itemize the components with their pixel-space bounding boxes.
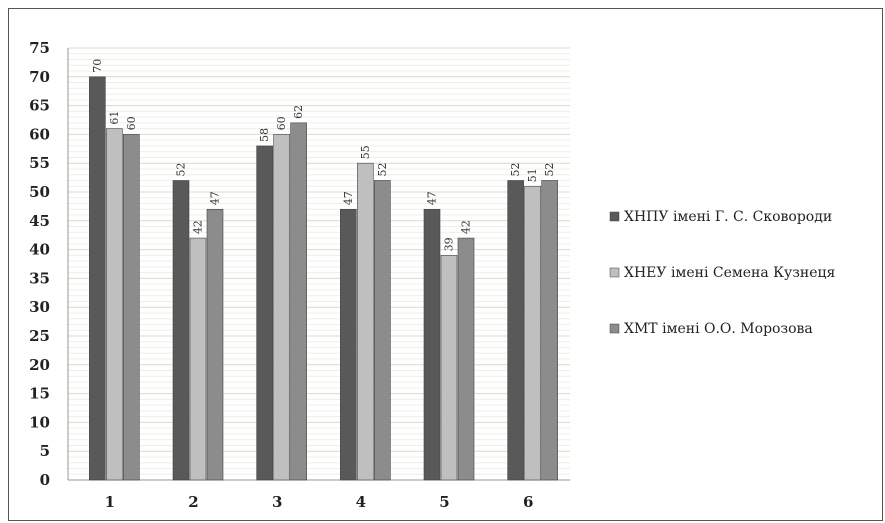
y-tick-label: 60 (29, 125, 50, 143)
data-label: 51 (526, 168, 539, 182)
bar (273, 134, 290, 481)
bar (172, 180, 190, 481)
legend-swatch (609, 267, 620, 278)
bar (290, 122, 307, 481)
legend-swatch (609, 211, 620, 222)
bar (357, 162, 374, 481)
legend-label: ХНЕУ імені Семена Кузнеця (624, 265, 836, 281)
data-label: 58 (258, 128, 271, 142)
x-tick-label: 4 (356, 493, 366, 511)
bar (340, 208, 357, 481)
legend-label: ХМТ імені О.О. Морозова (624, 321, 813, 337)
y-tick-label: 15 (29, 385, 50, 403)
y-tick-label: 35 (29, 269, 50, 287)
y-tick-label: 0 (40, 471, 50, 489)
y-tick-label: 70 (29, 68, 50, 86)
bar (524, 185, 541, 481)
x-tick-label: 5 (439, 493, 449, 511)
bar (541, 180, 558, 481)
bar (507, 180, 524, 481)
data-label: 52 (175, 162, 188, 176)
y-tick-label: 30 (29, 298, 50, 316)
data-label: 47 (342, 191, 355, 205)
data-label: 52 (509, 162, 522, 176)
bar (189, 237, 207, 481)
bar (440, 255, 458, 481)
data-label: 55 (359, 145, 372, 159)
data-label: 52 (376, 162, 389, 176)
legend-label: ХНПУ імені Г. С. Сковороди (624, 209, 832, 225)
data-label: 47 (426, 191, 439, 205)
data-label: 62 (292, 105, 305, 119)
bar (123, 134, 140, 481)
bar (423, 208, 441, 481)
data-label: 39 (443, 237, 456, 251)
x-tick-label: 6 (523, 493, 533, 511)
y-tick-label: 40 (29, 241, 50, 259)
data-label: 60 (125, 116, 138, 130)
bar (256, 145, 273, 481)
y-tick-label: 50 (29, 183, 50, 201)
y-tick-label: 20 (29, 356, 50, 374)
data-label: 60 (275, 116, 288, 130)
data-label: 42 (460, 220, 473, 234)
x-tick-label: 1 (105, 493, 115, 511)
y-tick-label: 10 (29, 413, 50, 431)
y-tick-label: 65 (29, 97, 50, 115)
data-label: 70 (91, 59, 104, 73)
bar (106, 128, 123, 481)
bar (374, 180, 391, 481)
x-tick-label: 3 (272, 493, 282, 511)
data-label: 42 (192, 220, 205, 234)
data-label: 47 (209, 191, 222, 205)
y-tick-label: 55 (29, 154, 50, 172)
bar (89, 76, 106, 481)
y-tick-label: 45 (29, 212, 50, 230)
data-label: 61 (108, 111, 121, 125)
bar (457, 237, 475, 481)
y-tick-label: 5 (40, 442, 50, 460)
x-tick-label: 2 (188, 493, 198, 511)
legend-swatch (609, 323, 620, 334)
y-tick-label: 75 (29, 39, 50, 57)
y-tick-label: 25 (29, 327, 50, 345)
bar (206, 208, 224, 481)
data-label: 52 (543, 162, 556, 176)
